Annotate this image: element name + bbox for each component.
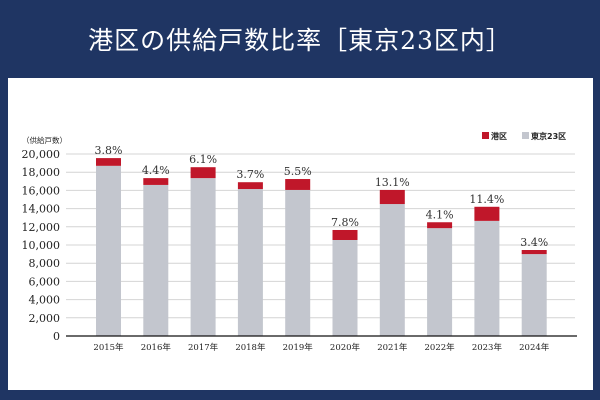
data-label: 3.4%	[520, 236, 548, 249]
bar-minato	[474, 206, 500, 221]
y-tick-label: 18,000	[22, 166, 61, 179]
bar-tokyo23	[237, 189, 263, 336]
legend-label-tokyo23: 東京23区	[531, 131, 566, 141]
x-tick-label: 2017年	[188, 342, 219, 353]
data-label: 11.4%	[469, 193, 504, 206]
data-label: 3.8%	[95, 144, 123, 157]
page-title: 港区の供給戸数比率［東京23区内］	[88, 26, 512, 55]
bar-minato	[237, 182, 263, 190]
y-tick-label: 10,000	[22, 239, 61, 252]
x-tick-label: 2015年	[93, 342, 124, 353]
x-tick-label: 2019年	[283, 342, 314, 353]
bar-tokyo23	[379, 204, 405, 336]
bar-tokyo23	[332, 239, 358, 336]
legend: 港区 東京23区	[482, 131, 566, 141]
bar-tokyo23	[285, 189, 311, 336]
x-tick-label: 2016年	[141, 342, 172, 353]
data-label: 13.1%	[375, 176, 410, 189]
bar-minato	[427, 222, 453, 229]
y-tick-label: 4,000	[29, 294, 61, 307]
bar-tokyo23	[521, 254, 547, 336]
bar-tokyo23	[190, 178, 216, 336]
bar-tokyo23	[474, 220, 500, 336]
y-tick-label: 6,000	[29, 275, 61, 288]
bar-minato	[379, 189, 405, 205]
data-label: 5.5%	[284, 165, 312, 178]
y-tick-label: 2,000	[29, 312, 61, 325]
y-axis-label: （供給戸数）	[22, 135, 67, 145]
bar-minato	[143, 178, 169, 185]
legend-swatch-minato	[482, 132, 489, 139]
x-tick-label: 2023年	[472, 342, 503, 353]
x-tick-label: 2018年	[235, 342, 266, 353]
data-label: 3.7%	[236, 168, 264, 181]
y-tick-label: 20,000	[22, 148, 61, 161]
y-tick-label: 14,000	[22, 203, 61, 216]
y-tick-label: 8,000	[29, 257, 61, 270]
data-label: 6.1%	[189, 153, 217, 166]
data-label: 7.8%	[331, 216, 359, 229]
y-tick-label: 12,000	[22, 221, 61, 234]
bar-minato	[285, 179, 311, 190]
legend-label-minato: 港区	[491, 131, 507, 141]
bar-minato	[190, 167, 216, 179]
bar-tokyo23	[96, 165, 121, 336]
bar-minato	[521, 250, 547, 255]
legend-swatch-tokyo23	[522, 132, 529, 139]
x-tick-label: 2024年	[519, 342, 550, 353]
data-label: 4.4%	[142, 164, 170, 177]
x-tick-label: 2021年	[377, 342, 408, 353]
bar-minato	[96, 158, 121, 166]
bar-tokyo23	[143, 184, 169, 336]
bar-tokyo23	[427, 228, 453, 336]
x-tick-label: 2020年	[330, 342, 361, 353]
y-tick-label: 0	[53, 330, 60, 343]
bar-minato	[332, 229, 358, 240]
x-tick-label: 2022年	[425, 342, 456, 353]
y-tick-label: 16,000	[22, 184, 61, 197]
data-label: 4.1%	[426, 208, 454, 221]
